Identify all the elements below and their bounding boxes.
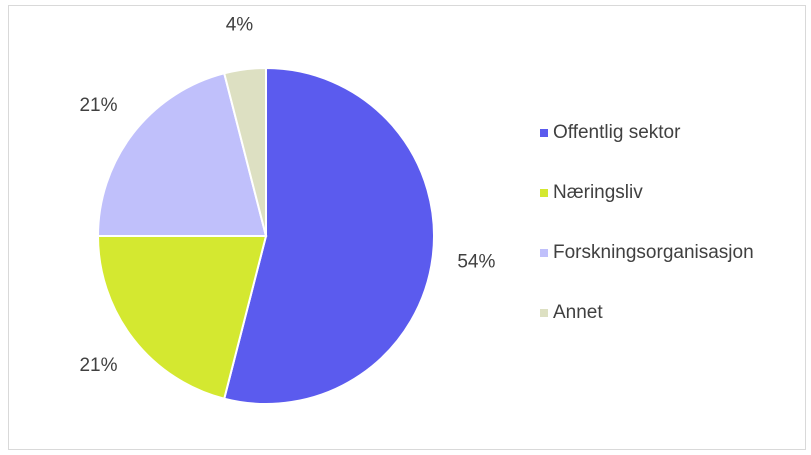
data-label: 21%: [79, 95, 117, 116]
pie-slice: [96, 72, 268, 237]
legend-marker: [540, 249, 548, 257]
legend-label: Næringsliv: [553, 182, 643, 203]
legend-marker: [540, 189, 548, 197]
data-label: 21%: [79, 355, 117, 376]
legend-label: Forskningsorganisasjon: [553, 242, 754, 263]
legend-label: Offentlig sektor: [553, 122, 681, 143]
legend-marker: [540, 309, 548, 317]
pie-slice: [223, 66, 267, 237]
pie-slice: [223, 66, 435, 405]
data-label: 54%: [457, 252, 495, 273]
legend-label: Annet: [553, 302, 603, 323]
pie-slice: [96, 235, 268, 400]
legend-marker: [540, 129, 548, 137]
data-label: 4%: [226, 15, 254, 36]
